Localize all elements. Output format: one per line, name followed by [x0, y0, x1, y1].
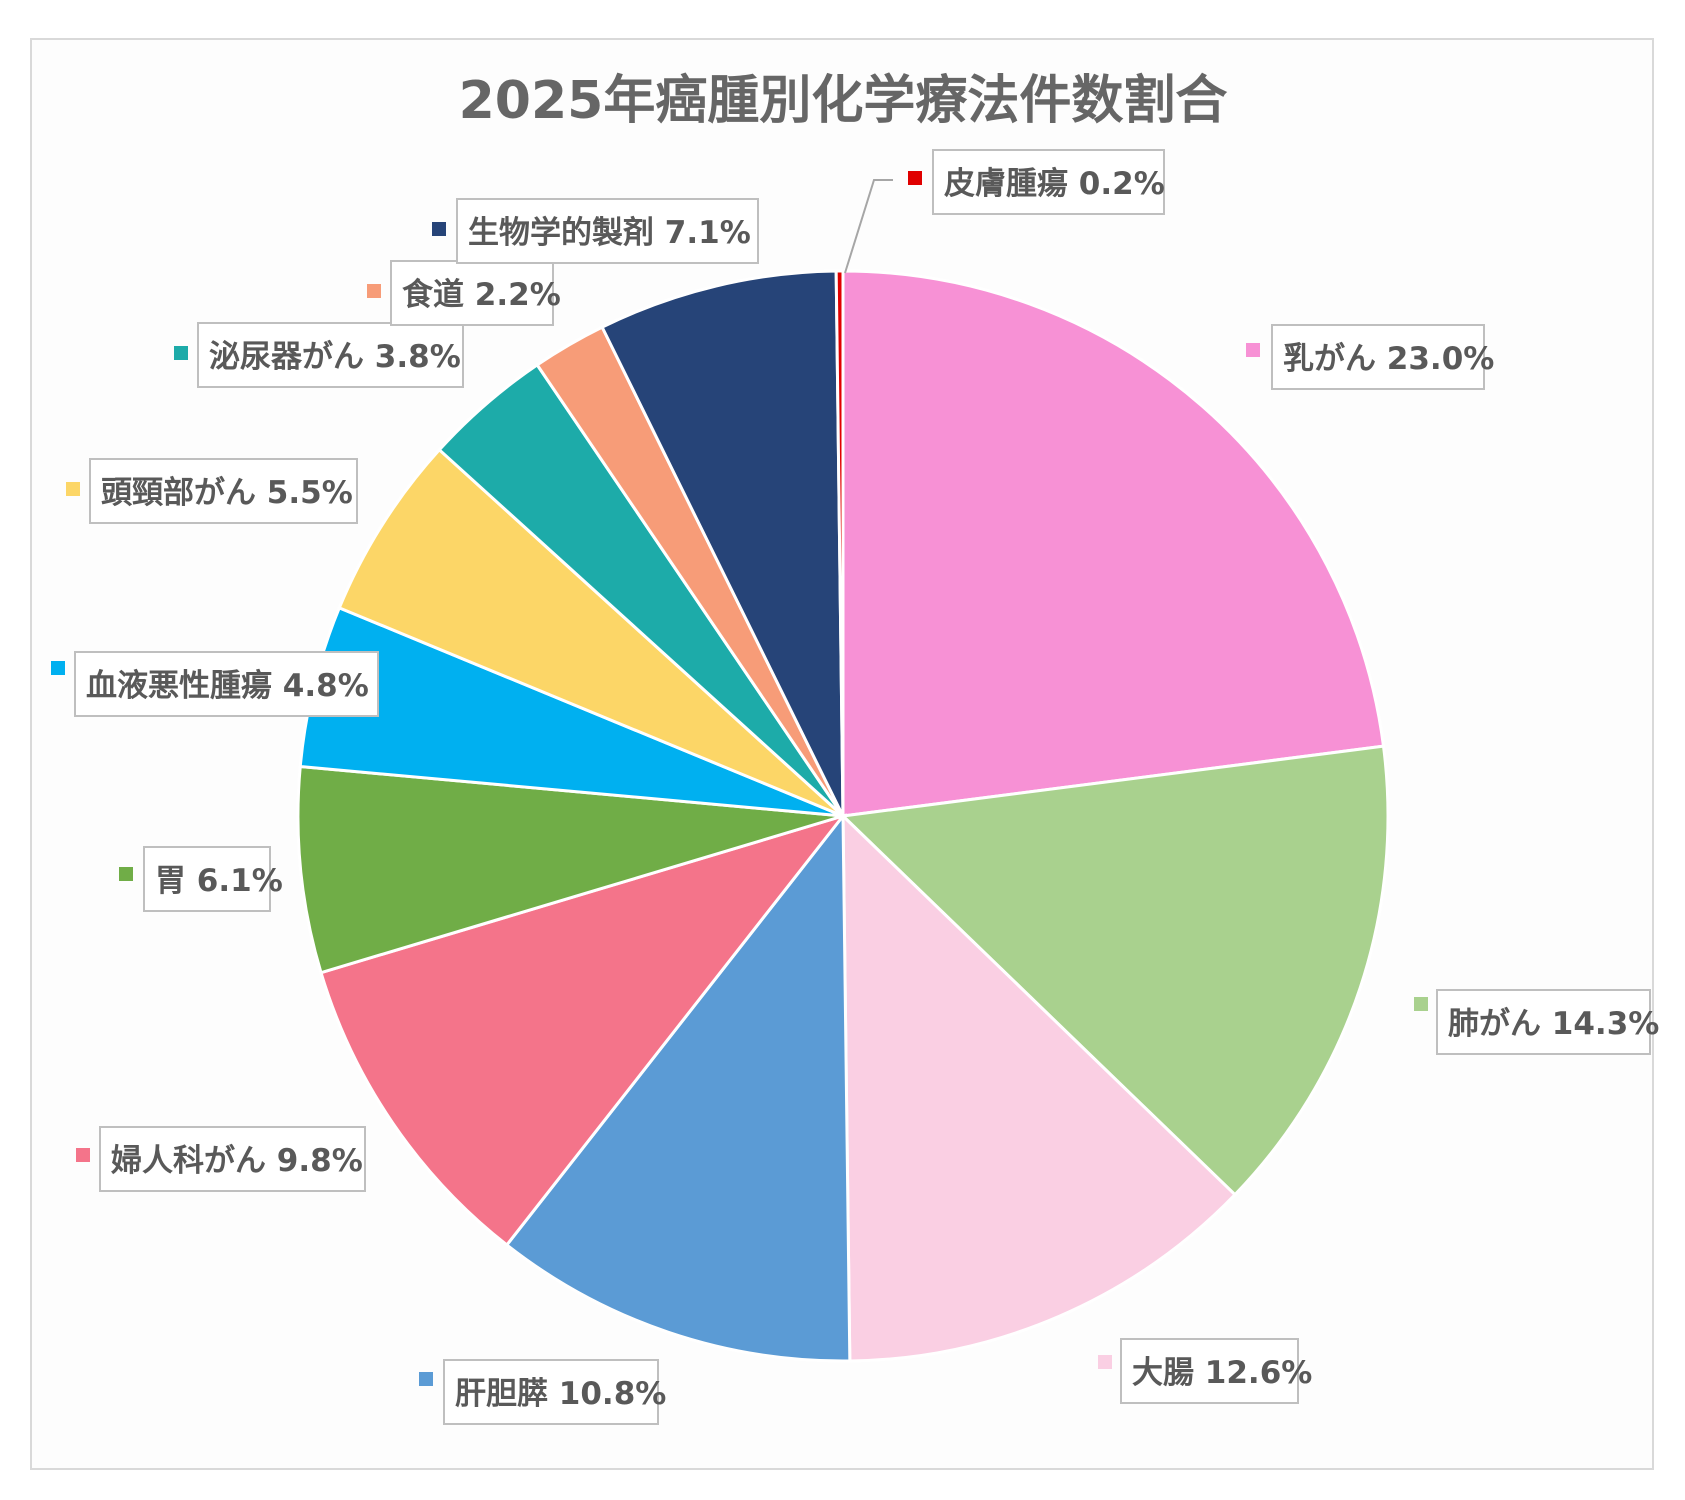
- slice-label-text: 食道 2.2%: [402, 277, 561, 313]
- slice-label: 頭頸部がん 5.5%: [66, 458, 358, 524]
- legend-marker: [432, 222, 446, 236]
- chart-title: 2025年癌腫別化学療法件数割合: [459, 71, 1228, 131]
- legend-marker: [174, 346, 188, 360]
- legend-marker: [908, 171, 922, 185]
- legend-marker: [1246, 343, 1260, 357]
- pie-slice: [600, 269, 845, 817]
- label-box: [89, 458, 358, 524]
- legend-marker: [367, 284, 381, 298]
- slice-label-text: 肺がん 14.3%: [1448, 1006, 1659, 1042]
- label-box: [1271, 324, 1485, 390]
- slice-label-text: 肝胆膵 10.8%: [455, 1376, 666, 1412]
- pie-labels: 乳がん 23.0% 肺がん 14.3% 大腸 12.6% 肝胆膵 10.8% 婦人科がん…: [51, 149, 1659, 1425]
- pie-slice: [839, 744, 1390, 1197]
- slice-label-text: 胃 6.1%: [155, 863, 283, 899]
- slice-label: 血液悪性腫瘍 4.8%: [51, 651, 379, 717]
- slice-label-text: 乳がん 23.0%: [1283, 341, 1494, 377]
- slice-label: 肺がん 14.3%: [1414, 989, 1659, 1055]
- slice-label: 胃 6.1%: [119, 846, 283, 912]
- legend-marker: [51, 661, 65, 675]
- slice-label-text: 血液悪性腫瘍 4.8%: [86, 668, 369, 704]
- pie-slice: [504, 811, 852, 1363]
- label-box: [197, 322, 464, 388]
- slice-label: 生物学的製剤 7.1%: [432, 198, 759, 264]
- legend-marker: [1098, 1355, 1112, 1369]
- slice-label: 乳がん 23.0%: [1246, 324, 1494, 390]
- leader-line: [844, 179, 893, 274]
- legend-marker: [76, 1148, 90, 1162]
- slice-label: 皮膚腫瘍 0.2%: [908, 149, 1165, 215]
- label-box: [99, 1126, 366, 1192]
- pie-slice: [296, 764, 844, 975]
- slice-label: 肝胆膵 10.8%: [419, 1359, 666, 1425]
- pie-slice: [834, 269, 845, 817]
- legend-marker: [419, 1372, 433, 1386]
- label-box: [443, 1359, 659, 1425]
- slice-label: 大腸 12.6%: [1098, 1338, 1312, 1404]
- label-box: [456, 198, 759, 264]
- pie-slice: [841, 269, 1386, 818]
- label-box: [74, 651, 379, 717]
- label-box: [1120, 1338, 1299, 1404]
- pie-slice: [319, 813, 848, 1248]
- slice-label-text: 大腸 12.6%: [1132, 1355, 1312, 1391]
- label-box: [390, 260, 554, 326]
- slice-label-text: 泌尿器がん 3.8%: [209, 339, 461, 375]
- slice-label-text: 頭頸部がん 5.5%: [101, 475, 353, 511]
- slice-label: 婦人科がん 9.8%: [76, 1126, 366, 1192]
- label-box: [143, 846, 271, 912]
- legend-marker: [1414, 997, 1428, 1011]
- slice-label: 泌尿器がん 3.8%: [174, 322, 464, 388]
- slice-label-text: 皮膚腫瘍 0.2%: [944, 166, 1165, 202]
- pie-slice: [337, 447, 845, 818]
- pie-slice: [841, 812, 1238, 1363]
- pie-slices: [296, 269, 1390, 1363]
- legend-marker: [66, 482, 80, 496]
- label-box: [932, 149, 1165, 215]
- slice-label-text: 生物学的製剤 7.1%: [468, 215, 751, 251]
- label-box: [1436, 989, 1651, 1055]
- slice-label: 食道 2.2%: [367, 260, 561, 326]
- legend-marker: [119, 867, 133, 881]
- slice-label-text: 婦人科がん 9.8%: [110, 1143, 363, 1179]
